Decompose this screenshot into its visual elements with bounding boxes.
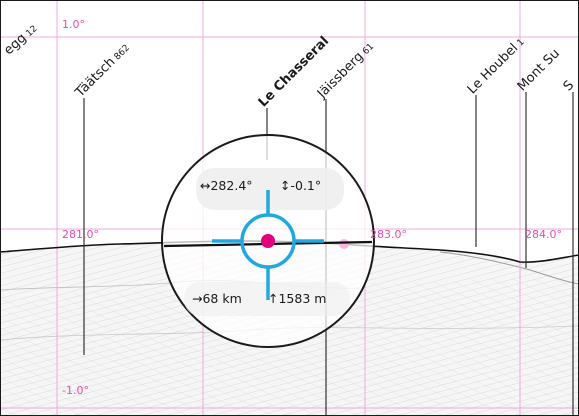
azimuth-label-283: 283.0° xyxy=(370,228,407,241)
azimuth-readout: ↔282.4° xyxy=(200,178,253,193)
elevation-label-top: 1.0° xyxy=(62,18,85,31)
altitude-readout: ↕-0.1° xyxy=(280,178,321,193)
target-dot xyxy=(261,234,275,248)
distance-value: 68 km xyxy=(202,291,242,306)
magnifier-reticle[interactable] xyxy=(161,134,375,348)
elevation-label-bottom: -1.0° xyxy=(62,384,89,397)
crosshair-icon xyxy=(212,190,324,300)
distance-readout: →68 km xyxy=(192,291,242,306)
height-value: 1583 m xyxy=(278,291,327,306)
azimuth-label-281: 281.0° xyxy=(62,228,99,241)
vertical-arrows-icon: ↕ xyxy=(280,178,291,193)
right-arrow-icon: → xyxy=(192,291,203,306)
height-readout: ↑1583 m xyxy=(268,291,326,306)
altitude-value: -0.1° xyxy=(290,178,322,193)
azimuth-label-284: 284.0° xyxy=(525,228,562,241)
angle-readout-pill xyxy=(196,168,344,210)
azimuth-value: 282.4° xyxy=(210,178,253,193)
horizontal-arrows-icon: ↔ xyxy=(200,178,211,193)
up-arrow-icon: ↑ xyxy=(268,291,279,306)
